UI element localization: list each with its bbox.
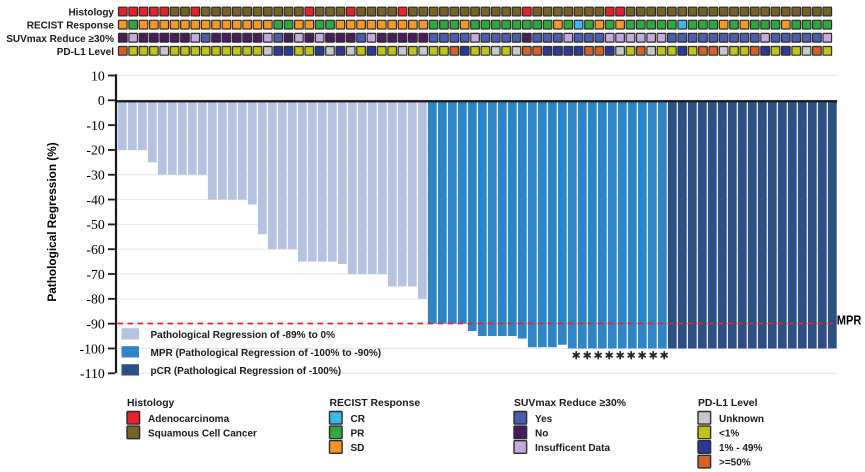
svg-text:SD: SD bbox=[351, 443, 365, 454]
svg-text:1% - 49%: 1% - 49% bbox=[719, 443, 762, 454]
svg-text:-100: -100 bbox=[80, 341, 105, 356]
svg-text:RECIST Response: RECIST Response bbox=[27, 21, 115, 32]
svg-text:-20: -20 bbox=[86, 143, 104, 158]
svg-text:-80: -80 bbox=[86, 292, 104, 307]
svg-text:-50: -50 bbox=[86, 217, 104, 232]
svg-text:MPR: MPR bbox=[837, 313, 862, 328]
svg-text:PD-L1 Level: PD-L1 Level bbox=[698, 398, 758, 409]
svg-text:-60: -60 bbox=[86, 242, 104, 257]
svg-text:-70: -70 bbox=[86, 267, 104, 282]
svg-text:<1%: <1% bbox=[719, 429, 739, 440]
svg-text:-90: -90 bbox=[86, 316, 104, 331]
svg-text:CR: CR bbox=[351, 414, 366, 425]
svg-text:SUVmax Reduce ≥30%: SUVmax Reduce ≥30% bbox=[514, 398, 626, 409]
svg-text:0: 0 bbox=[98, 93, 105, 108]
svg-text:Unknown: Unknown bbox=[719, 414, 764, 425]
svg-text:Histology: Histology bbox=[68, 8, 114, 19]
svg-text:PD-L1 Level: PD-L1 Level bbox=[57, 47, 114, 58]
svg-text:Insufficent Data: Insufficent Data bbox=[535, 443, 610, 454]
svg-text:No: No bbox=[535, 429, 548, 440]
svg-text:Squamous Cell Cancer: Squamous Cell Cancer bbox=[148, 429, 257, 440]
svg-text:>=50%: >=50% bbox=[719, 458, 751, 469]
svg-text:-40: -40 bbox=[86, 192, 104, 207]
svg-text:-30: -30 bbox=[86, 168, 104, 183]
svg-text:SUVmax Reduce ≥30%: SUVmax Reduce ≥30% bbox=[6, 34, 114, 45]
svg-text:Adenocarcinoma: Adenocarcinoma bbox=[148, 414, 230, 425]
svg-text:Yes: Yes bbox=[535, 414, 553, 425]
svg-text:Pathological Regression of -89: Pathological Regression of -89% to 0% bbox=[151, 330, 336, 341]
svg-text:MPR (Pathological Regression o: MPR (Pathological Regression of -100% to… bbox=[151, 348, 382, 359]
svg-text:10: 10 bbox=[91, 68, 105, 83]
svg-text:PR: PR bbox=[351, 429, 366, 440]
svg-text:Pathological Regression (%): Pathological Regression (%) bbox=[45, 142, 59, 301]
svg-text:-110: -110 bbox=[80, 366, 105, 381]
svg-text:pCR (Pathological Regression o: pCR (Pathological Regression of -100%) bbox=[151, 366, 342, 377]
svg-text:-10: -10 bbox=[86, 118, 104, 133]
svg-text:RECIST Response: RECIST Response bbox=[330, 398, 421, 409]
svg-text:Histology: Histology bbox=[127, 398, 175, 409]
